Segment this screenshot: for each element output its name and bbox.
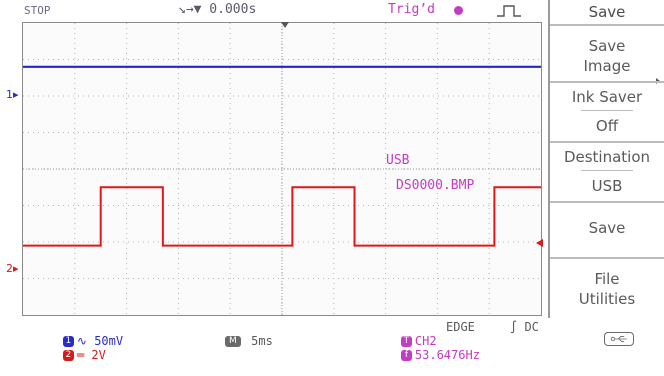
timebase-value: 5ms bbox=[251, 334, 273, 348]
divider bbox=[581, 110, 633, 111]
trigger-source-readout[interactable]: T CH2 bbox=[372, 320, 437, 362]
timebase-badge: M bbox=[224, 336, 241, 347]
save-label: Save bbox=[588, 219, 626, 237]
menu-title: Save bbox=[588, 3, 626, 21]
graticule bbox=[23, 23, 541, 315]
trigger-status: Trig’d bbox=[388, 2, 435, 17]
ch1-coupling-icon: ∿ bbox=[76, 334, 87, 348]
ch2-ground-marker[interactable]: 2▸ bbox=[6, 262, 19, 275]
ink-saver-label: Ink Saver bbox=[571, 88, 643, 106]
trigger-dot-icon bbox=[454, 6, 463, 15]
divider bbox=[581, 170, 633, 171]
horizontal-delay: ↘→▼ 0.000s bbox=[178, 2, 257, 17]
save-menu: Save Save Image Ink Saver Off Destinatio… bbox=[548, 0, 664, 318]
destination-button[interactable]: Destination USB bbox=[550, 141, 664, 201]
ch2-scale: 2V bbox=[91, 348, 106, 362]
ch2-coupling-icon: ═ bbox=[76, 348, 85, 362]
destination-label: Destination bbox=[563, 148, 651, 166]
acquire-state: STOP bbox=[24, 4, 51, 17]
ink-saver-value: Off bbox=[595, 117, 619, 135]
ch2-trace bbox=[23, 186, 541, 247]
save-filename: DS0000.BMP bbox=[396, 178, 475, 193]
frequency-readout: f 53.6476Hz bbox=[372, 334, 480, 376]
ch1-scale-readout[interactable]: 1 ∿ 50mV bbox=[34, 320, 123, 362]
trigger-type: EDGE bbox=[446, 320, 475, 334]
file-utilities-label: File Utilities bbox=[578, 270, 636, 308]
ch1-ground-marker[interactable]: 1▸ bbox=[6, 88, 19, 101]
destination-value: USB bbox=[591, 177, 623, 195]
save-destination-label: USB bbox=[386, 153, 410, 168]
status-bar: STOP ↘→▼ 0.000s Trig’d bbox=[0, 0, 548, 22]
oscilloscope-screen: STOP ↘→▼ 0.000s Trig’d 1▸ 2▸ USB DS0000.… bbox=[0, 0, 664, 362]
save-button[interactable]: Save bbox=[550, 201, 664, 257]
trigger-source: CH2 bbox=[414, 334, 437, 348]
timebase-readout[interactable]: M 5ms bbox=[196, 320, 273, 362]
trigger-position-arrow-icon bbox=[281, 22, 289, 28]
ch1-badge: 1 bbox=[62, 336, 74, 347]
ink-saver-button[interactable]: Ink Saver Off bbox=[550, 81, 664, 141]
waveform-display bbox=[22, 22, 542, 316]
trigger-coupling: ∫ DC bbox=[510, 320, 539, 334]
save-image-label: Save Image bbox=[583, 37, 631, 75]
file-utilities-button[interactable]: File Utilities bbox=[550, 257, 664, 318]
ch1-scale: 50mV bbox=[94, 334, 124, 348]
frequency-value: 53.6476Hz bbox=[414, 348, 480, 362]
usb-icon bbox=[604, 332, 634, 346]
trigger-edge-icon bbox=[497, 5, 521, 17]
save-image-button[interactable]: Save Image bbox=[550, 24, 664, 84]
ch2-scale-readout[interactable]: 2 ═ 2V bbox=[34, 334, 106, 376]
trigger-level-arrow-icon[interactable] bbox=[536, 239, 543, 247]
trigger-badge: T bbox=[400, 336, 412, 347]
